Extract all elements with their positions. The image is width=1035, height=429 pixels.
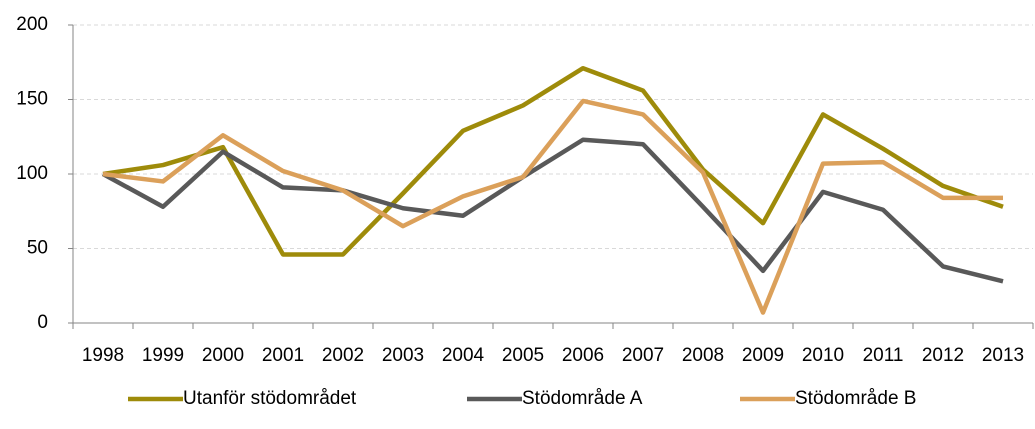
x-tick-label: 2006 bbox=[562, 345, 604, 366]
x-tick-label: 2007 bbox=[622, 345, 664, 366]
x-tick-label: 2008 bbox=[682, 345, 724, 366]
x-tick-label: 2009 bbox=[742, 345, 784, 366]
legend-label: Utanför stödområdet bbox=[183, 388, 357, 409]
x-tick-label: 2011 bbox=[863, 345, 904, 366]
line-series bbox=[102, 65, 1004, 257]
x-tick-label: 2002 bbox=[322, 345, 364, 366]
x-tick-label: 2012 bbox=[922, 345, 964, 366]
x-tick-label: 2004 bbox=[442, 345, 485, 366]
legend-label: Stödområde B bbox=[795, 388, 916, 409]
x-tick-label: 2001 bbox=[262, 345, 304, 366]
y-tick-label: 150 bbox=[16, 89, 48, 110]
x-tick-label: 2003 bbox=[382, 345, 424, 366]
y-tick-label: 50 bbox=[27, 238, 48, 259]
x-tick-label: 1999 bbox=[142, 345, 184, 366]
line-series bbox=[101, 137, 1004, 284]
y-tick-label: 100 bbox=[16, 163, 48, 184]
line-series bbox=[102, 98, 1003, 315]
y-tick-label: 200 bbox=[16, 14, 48, 35]
x-tick-label: 2000 bbox=[202, 345, 244, 366]
x-tick-label: 2013 bbox=[982, 345, 1024, 366]
legend-label: Stödområde A bbox=[522, 388, 643, 409]
x-tick-label: 1998 bbox=[82, 345, 124, 366]
y-tick-label: 0 bbox=[37, 312, 48, 333]
x-tick-label: 2005 bbox=[502, 345, 544, 366]
x-tick-label: 2010 bbox=[802, 345, 844, 366]
